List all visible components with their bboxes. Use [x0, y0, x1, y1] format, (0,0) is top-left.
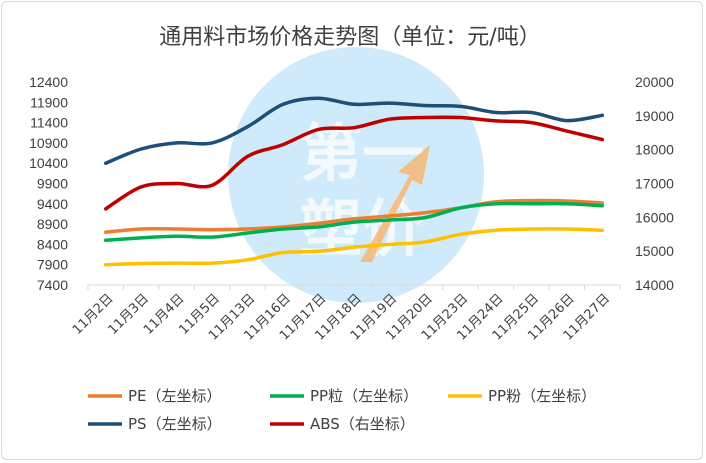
- left-tick-label: 8400: [37, 236, 68, 252]
- right-axis-ticks: 14000 15000 16000 17000 18000 19000 20000: [635, 74, 674, 293]
- right-tick-label: 18000: [635, 142, 674, 158]
- left-tick-label: 10900: [29, 135, 68, 151]
- series-lines: [103, 96, 605, 267]
- series-line-3: [103, 96, 605, 165]
- watermark-arrow: [360, 145, 430, 262]
- left-tick-label: 7900: [37, 257, 68, 273]
- right-tick-label: 19000: [635, 108, 674, 124]
- series-line-0: [103, 198, 605, 234]
- left-tick-label: 11900: [30, 94, 68, 110]
- watermark-circle: [228, 47, 484, 303]
- left-axis-ticks: 7400 7900 8400 8900 9400 9900 10400 10900 11400 1…: [29, 74, 68, 293]
- series-line-1: [103, 201, 605, 243]
- left-tick-label: 9900: [37, 176, 68, 192]
- legend: PE（左坐标） PP粒（左坐标） PP粉（左坐标） PS（左坐标） ABS（右坐标）: [88, 387, 596, 433]
- right-tick-label: 16000: [635, 209, 674, 225]
- watermark-logo: 第一 塑价: [228, 47, 484, 303]
- right-tick-label: 14000: [635, 277, 674, 293]
- series-line-4: [103, 115, 605, 211]
- left-tick-label: 9400: [37, 196, 68, 212]
- left-tick-label: 8900: [37, 216, 68, 232]
- left-tick-label: 12400: [29, 74, 68, 90]
- right-tick-label: 17000: [635, 176, 674, 192]
- legend-label: PP粉（左坐标）: [488, 387, 596, 405]
- left-tick-label: 11400: [30, 115, 68, 131]
- chart-title: 通用料市场价格走势图（单位：元/吨）: [159, 25, 540, 50]
- series-line-2: [103, 227, 605, 267]
- right-tick-label: 15000: [635, 243, 674, 259]
- legend-label: PP粒（左坐标）: [310, 387, 418, 405]
- legend-label: PS（左坐标）: [128, 415, 222, 433]
- right-tick-label: 20000: [635, 74, 674, 90]
- legend-label: ABS（右坐标）: [310, 415, 415, 433]
- legend-label: PE（左坐标）: [128, 387, 222, 405]
- left-tick-label: 10400: [29, 155, 68, 171]
- left-tick-label: 7400: [37, 277, 68, 293]
